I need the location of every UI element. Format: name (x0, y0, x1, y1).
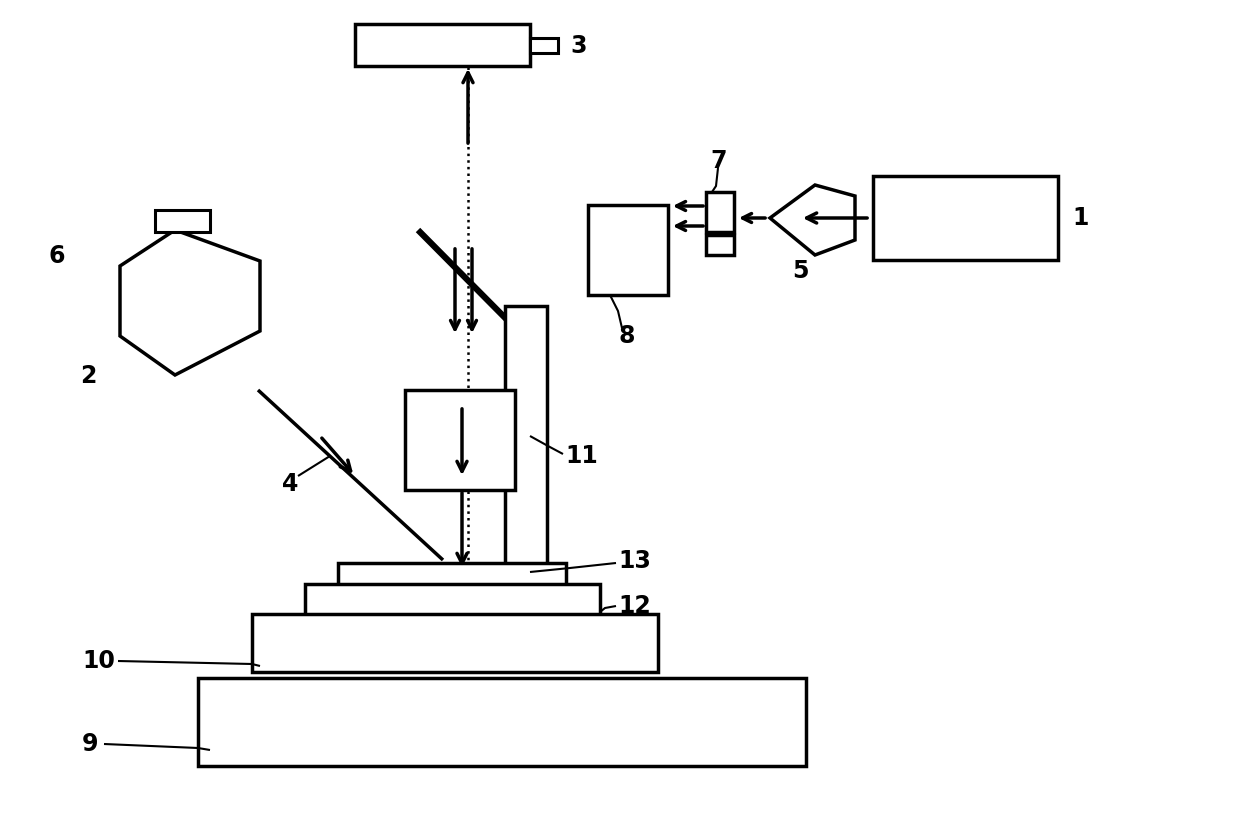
Bar (706, 235, 734, 255)
Text: 13: 13 (618, 549, 651, 573)
Text: 8: 8 (618, 324, 635, 348)
Text: 6: 6 (48, 244, 64, 268)
Polygon shape (770, 185, 856, 255)
Text: 5: 5 (792, 259, 808, 283)
Bar (405, 390, 515, 490)
Bar (588, 205, 668, 295)
Text: 3: 3 (570, 34, 587, 58)
Text: 12: 12 (618, 594, 651, 618)
Text: 7: 7 (711, 149, 727, 173)
Text: 1: 1 (1073, 206, 1089, 230)
Bar (873, 176, 1058, 260)
Text: 10: 10 (82, 649, 115, 673)
Bar (198, 678, 806, 766)
Bar (252, 614, 658, 672)
Bar (529, 38, 558, 53)
Bar (155, 210, 210, 232)
Text: 2: 2 (81, 364, 97, 388)
Bar (706, 192, 734, 232)
Bar (505, 306, 547, 586)
Bar (355, 24, 529, 66)
Text: 11: 11 (565, 444, 598, 468)
Bar (339, 563, 565, 585)
Text: 9: 9 (82, 732, 98, 756)
Text: 4: 4 (281, 472, 299, 496)
Bar (305, 584, 600, 616)
Polygon shape (120, 230, 260, 375)
